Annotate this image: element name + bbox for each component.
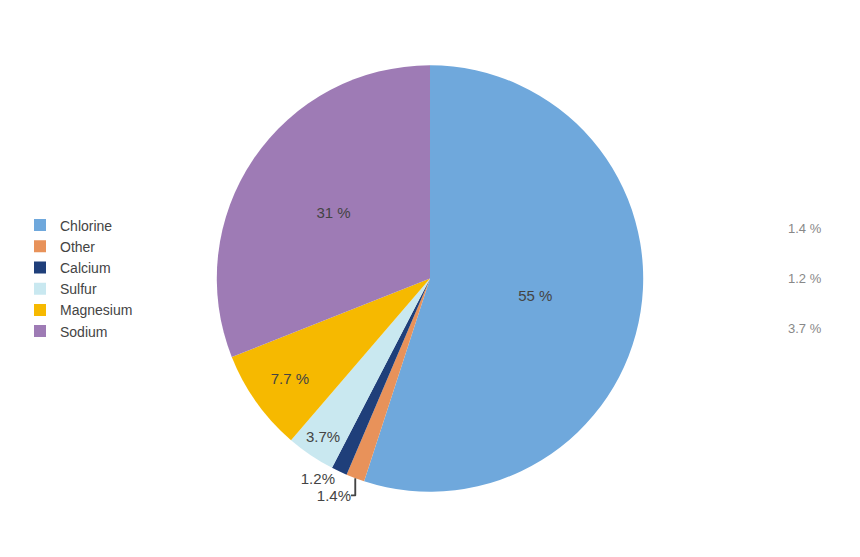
svg-text:1.2 %: 1.2 % <box>788 271 822 286</box>
svg-text:1.2%: 1.2% <box>301 470 335 487</box>
svg-text:Other: Other <box>60 239 95 255</box>
svg-text:Chlorine: Chlorine <box>60 218 112 234</box>
svg-text:Magnesium: Magnesium <box>60 302 132 318</box>
svg-text:Sulfur: Sulfur <box>60 281 97 297</box>
svg-text:Sodium: Sodium <box>60 324 107 340</box>
svg-text:1.4 %: 1.4 % <box>788 221 822 236</box>
svg-text:3.7%: 3.7% <box>306 428 340 445</box>
svg-text:3.7 %: 3.7 % <box>788 321 822 336</box>
svg-text:55 %: 55 % <box>518 287 552 304</box>
svg-text:1.4%: 1.4% <box>317 487 351 504</box>
svg-text:Calcium: Calcium <box>60 260 111 276</box>
svg-text:7.7 %: 7.7 % <box>271 370 309 387</box>
svg-text:31 %: 31 % <box>316 204 350 221</box>
